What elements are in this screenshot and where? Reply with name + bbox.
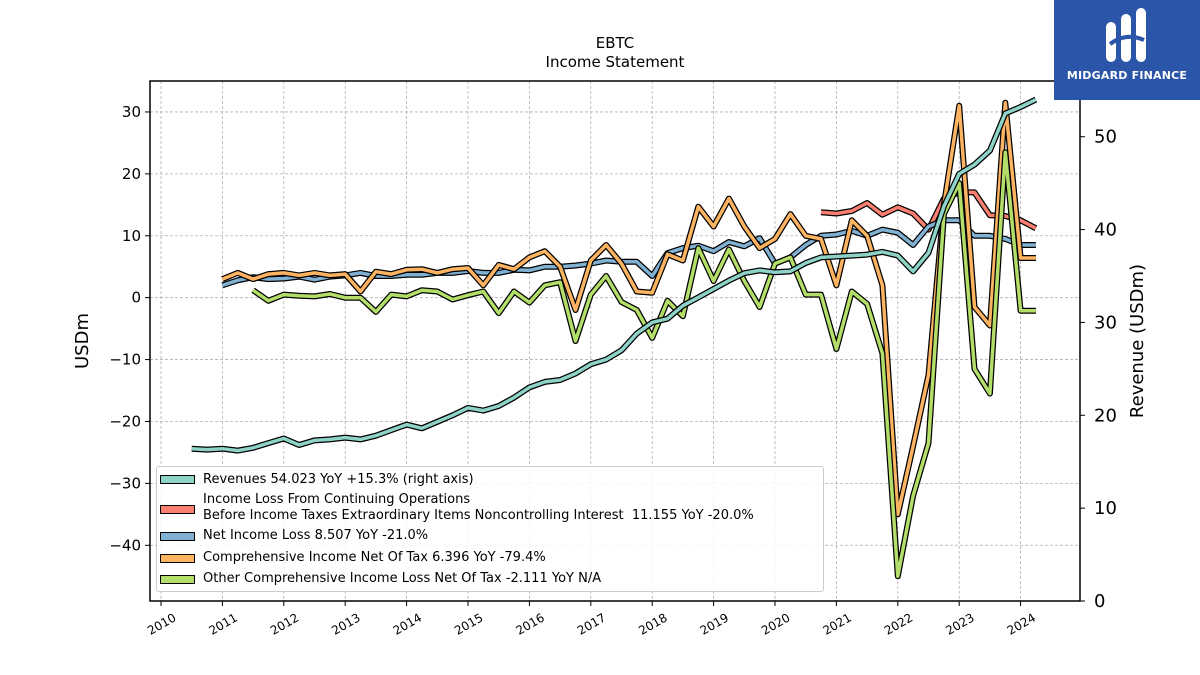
y2-tick-label: 10 (1094, 498, 1117, 519)
series-2-line (221, 218, 1036, 287)
legend-swatch-other-comprehensive (160, 575, 195, 584)
x-tick-label: 2010 (145, 610, 178, 637)
y-tick-label: 10 (122, 227, 141, 245)
x-tick-label: 2023 (943, 610, 976, 637)
series-0-line (191, 98, 1037, 453)
y-tick-label: 30 (122, 103, 141, 121)
x-tick-label: 2015 (452, 610, 485, 637)
x-tick-label: 2019 (698, 610, 731, 637)
y2-axis-label: Revenue (USDm) (1127, 264, 1148, 418)
series-3-line (221, 100, 1036, 517)
y2-tick-label: 20 (1094, 405, 1117, 426)
y-tick-label: −30 (109, 474, 141, 492)
y-tick-label: 0 (131, 289, 141, 307)
x-tick-label: 2012 (268, 610, 301, 637)
plot-frame (149, 80, 1081, 602)
legend-label-net-income: Net Income Loss 8.507 YoY -21.0% (203, 528, 429, 543)
y2-tick-label: 0 (1094, 591, 1105, 612)
left-axis: 30 20 10 0 −10 −20 −30 −40 (109, 103, 150, 554)
y-tick-label: −40 (109, 536, 141, 554)
logo-text: MIDGARD FINANCE (1066, 69, 1188, 82)
series-4-line (252, 150, 1036, 578)
grid-lines (150, 81, 1080, 601)
right-axis: 50 40 30 20 10 0 (1080, 127, 1117, 612)
x-tick-label: 2011 (206, 610, 239, 637)
x-tick-label: 2021 (820, 610, 853, 637)
y-axis-label: USDm (72, 313, 93, 369)
series-lines (191, 96, 1038, 580)
legend-swatch-income-loss (160, 505, 195, 514)
x-axis: 2010 2011 2012 2013 2014 2015 2016 2017 2018 2019… (145, 601, 1038, 638)
x-tick-label: 2013 (329, 610, 362, 637)
y-tick-label: −10 (109, 351, 141, 369)
y-tick-label: −20 (109, 412, 141, 430)
x-tick-label: 2020 (759, 610, 792, 637)
y2-tick-label: 40 (1094, 220, 1117, 241)
chart-title: EBTC (596, 34, 635, 52)
chart-subtitle: Income Statement (546, 53, 685, 71)
chart-legend: Revenues 54.023 YoY +15.3% (right axis) … (156, 466, 824, 592)
y2-tick-label: 50 (1094, 127, 1117, 148)
midgard-finance-logo: MIDGARD FINANCE (1054, 0, 1200, 100)
logo-mark-icon (1106, 8, 1146, 62)
legend-label-other-comprehensive: Other Comprehensive Income Loss Net Of T… (203, 571, 602, 586)
y-tick-label: 20 (122, 165, 141, 183)
x-tick-label: 2022 (882, 610, 915, 637)
x-tick-label: 2018 (636, 610, 669, 637)
y2-tick-label: 30 (1094, 312, 1117, 333)
x-tick-label: 2024 (1005, 610, 1038, 637)
legend-label-income-loss: Income Loss From Continuing Operations B… (203, 492, 754, 523)
x-tick-label: 2016 (513, 610, 546, 637)
legend-swatch-comprehensive (160, 554, 195, 563)
legend-swatch-net-income (160, 532, 195, 541)
legend-label-comprehensive: Comprehensive Income Net Of Tax 6.396 Yo… (203, 550, 546, 565)
x-tick-label: 2017 (575, 610, 608, 637)
x-tick-label: 2014 (391, 610, 424, 637)
legend-swatch-revenues (160, 475, 195, 484)
legend-label-revenues: Revenues 54.023 YoY +15.3% (right axis) (203, 472, 474, 487)
